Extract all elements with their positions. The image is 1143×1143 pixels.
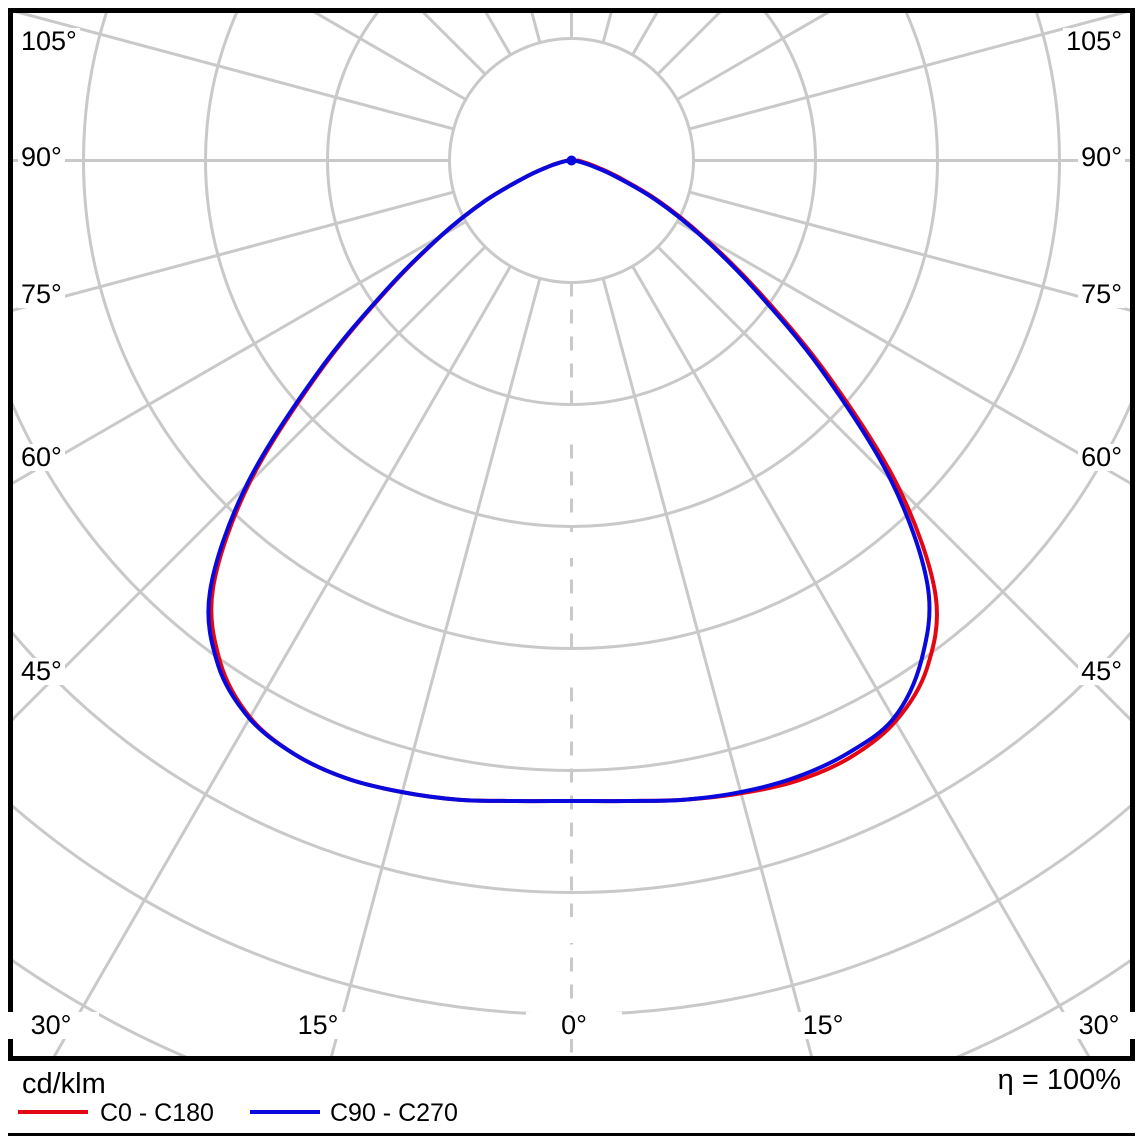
angle-label-bottom-2-0: 0° — [526, 1012, 622, 1039]
angle-label-bottom-0-30: 30° — [3, 1012, 99, 1039]
radial-value-label-blank — [548, 657, 595, 683]
radial-value-label-blank — [548, 532, 595, 558]
grid-spoke — [13, 245, 487, 722]
grid-spoke — [329, 277, 542, 1056]
unit-label: cd/klm — [22, 1068, 106, 1100]
angle-label-right-75: 75° — [1078, 281, 1125, 308]
grid-spoke — [676, 13, 830, 101]
grid-spoke — [631, 265, 1091, 1056]
angle-label-bottom-4-30: 30° — [1051, 1012, 1143, 1039]
legend-label-c90: C90 - C270 — [330, 1099, 458, 1127]
angle-label-left-105: 105° — [18, 28, 80, 55]
grid-spoke — [15, 13, 455, 131]
angle-label-bottom-1-15: 15° — [270, 1012, 366, 1039]
angle-label-left-60: 60° — [18, 444, 65, 471]
radial-value-label-blank — [548, 407, 595, 433]
angle-label-left-75: 75° — [18, 281, 65, 308]
grid-spoke — [13, 220, 467, 485]
curve-c90-c270 — [206, 158, 932, 804]
angle-label-bottom-3-15: 15° — [775, 1012, 871, 1039]
radial-value-label-blank — [548, 917, 595, 943]
grid-spoke — [688, 13, 1128, 131]
efficiency-label: η = 100% — [997, 1064, 1121, 1096]
grid-spoke — [688, 190, 1130, 312]
center-dot — [566, 155, 577, 166]
grid-spoke — [13, 190, 455, 312]
angle-label-right-90: 90° — [1078, 144, 1125, 171]
angle-label-left-45: 45° — [18, 658, 65, 685]
grid-spoke — [52, 265, 512, 1056]
legend-bottom-rule — [8, 1133, 1135, 1136]
angle-label-right-105: 105° — [1063, 28, 1125, 55]
grid-ring — [13, 631, 1130, 894]
angle-label-left-90: 90° — [18, 144, 65, 171]
angle-label-right-60: 60° — [1078, 444, 1125, 471]
grid-spoke — [676, 220, 1130, 485]
grid-spoke — [313, 13, 467, 101]
legend-label-c0: C0 - C180 — [100, 1099, 214, 1127]
legend-swatch-c90-line — [250, 1110, 320, 1114]
legend-swatch-c0-line — [18, 1110, 88, 1114]
angle-label-right-45: 45° — [1078, 658, 1125, 685]
grid-spoke — [601, 277, 814, 1056]
grid-spoke — [656, 245, 1130, 722]
